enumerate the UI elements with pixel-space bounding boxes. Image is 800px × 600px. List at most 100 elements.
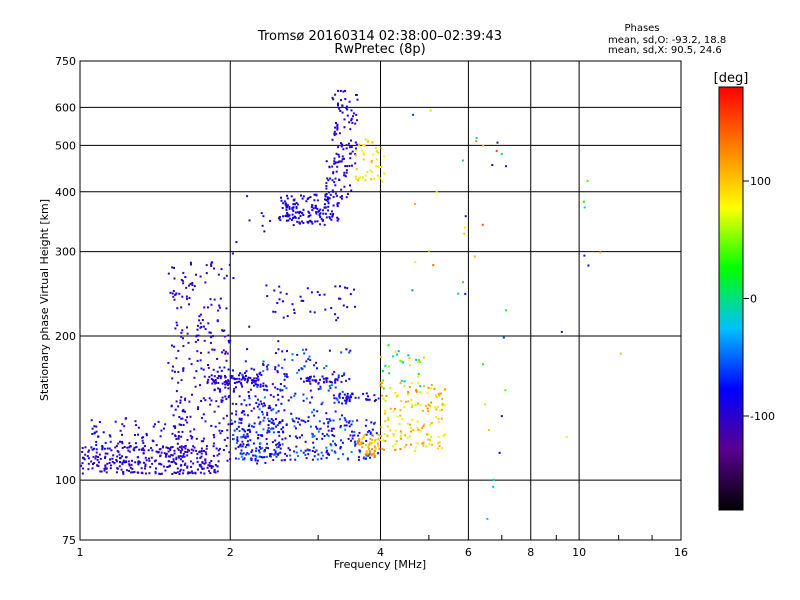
data-point: [250, 409, 253, 412]
data-point: [325, 456, 328, 459]
data-point: [399, 409, 402, 412]
data-point: [199, 322, 202, 325]
data-point: [272, 431, 275, 434]
data-point: [323, 223, 326, 226]
data-point: [190, 363, 193, 366]
data-point: [170, 453, 173, 456]
data-point: [260, 434, 263, 437]
data-point: [179, 450, 182, 452]
data-point: [182, 446, 185, 449]
data-point: [151, 449, 154, 452]
data-point: [327, 425, 330, 428]
data-point: [91, 432, 94, 435]
data-point: [338, 393, 341, 396]
data-point: [343, 393, 346, 396]
data-point: [362, 143, 365, 146]
data-point: [196, 408, 199, 410]
data-point: [328, 380, 331, 383]
data-point: [314, 451, 317, 453]
data-point: [167, 450, 170, 453]
data-point: [118, 461, 121, 464]
data-point: [241, 411, 244, 414]
data-point: [438, 441, 441, 444]
data-point: [386, 425, 389, 428]
data-point: [376, 174, 379, 177]
data-point: [285, 387, 288, 390]
data-point: [362, 152, 365, 155]
data-point: [232, 437, 235, 440]
data-point: [270, 409, 273, 412]
data-point: [305, 200, 308, 203]
data-point: [111, 460, 114, 463]
data-point: [396, 394, 399, 397]
data-point: [354, 175, 357, 178]
data-point: [222, 417, 225, 420]
data-point: [333, 370, 336, 373]
data-point: [294, 203, 296, 206]
data-point: [369, 438, 372, 440]
data-point: [248, 397, 251, 400]
data-point: [250, 459, 253, 462]
data-point: [189, 261, 192, 264]
data-point: [216, 454, 219, 457]
data-point: [116, 450, 119, 452]
data-point: [323, 435, 326, 437]
data-point: [172, 365, 174, 368]
data-point: [350, 109, 353, 112]
data-point: [173, 298, 176, 301]
data-point: [330, 218, 333, 221]
data-point: [284, 215, 287, 217]
data-point: [345, 107, 348, 110]
data-point: [335, 152, 338, 155]
data-point: [279, 291, 282, 294]
data-point: [266, 429, 269, 432]
data-point: [502, 336, 505, 339]
data-point: [206, 466, 209, 469]
data-point: [159, 455, 162, 458]
data-point: [392, 445, 395, 448]
data-point: [386, 419, 389, 422]
data-point: [192, 462, 195, 465]
data-point: [90, 446, 93, 449]
data-point: [182, 455, 185, 457]
data-point: [411, 406, 413, 409]
data-point: [233, 387, 236, 390]
data-point: [324, 377, 327, 380]
data-point: [326, 433, 329, 436]
data-point: [171, 369, 174, 372]
data-point: [276, 371, 279, 374]
data-point: [439, 392, 442, 395]
data-point: [331, 96, 334, 99]
data-point: [336, 219, 339, 222]
data-point: [354, 443, 357, 446]
data-point: [217, 273, 220, 276]
data-point: [215, 400, 218, 403]
data-point: [355, 113, 358, 116]
data-point: [417, 372, 420, 375]
data-point: [116, 467, 119, 470]
data-point: [202, 368, 205, 371]
data-point: [261, 447, 264, 450]
data-point: [106, 452, 109, 455]
data-point: [343, 372, 346, 375]
data-point: [254, 382, 257, 385]
data-point: [237, 380, 240, 383]
data-point: [298, 210, 301, 213]
data-point: [296, 437, 299, 439]
data-point: [200, 367, 203, 370]
data-point: [421, 442, 424, 445]
data-point: [244, 360, 247, 363]
data-point: [104, 452, 107, 455]
data-point: [188, 449, 190, 452]
data-point: [217, 387, 220, 390]
data-point: [97, 435, 100, 438]
data-point: [312, 446, 315, 449]
data-point: [193, 376, 196, 379]
data-point: [353, 434, 356, 437]
data-point: [330, 384, 333, 387]
data-point: [364, 433, 367, 436]
data-point: [256, 462, 259, 465]
data-point: [180, 445, 183, 448]
data-point: [127, 460, 130, 463]
data-point: [128, 464, 131, 467]
